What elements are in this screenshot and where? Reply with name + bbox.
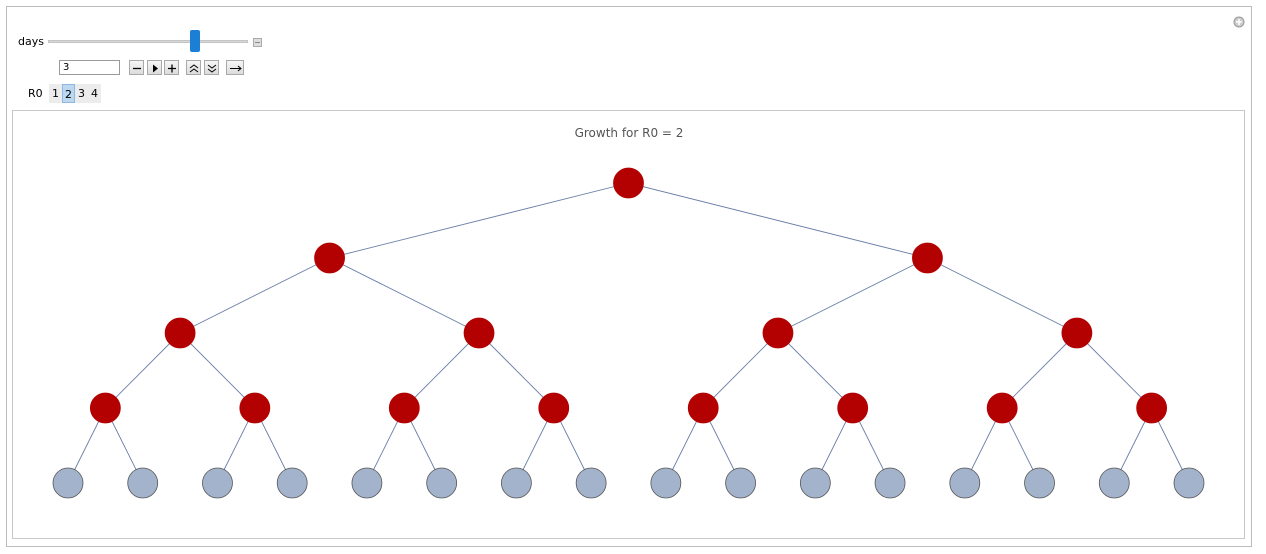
tree-edge xyxy=(628,182,928,259)
options-icon[interactable] xyxy=(1233,16,1245,28)
tree-edge xyxy=(403,332,480,409)
infected-node xyxy=(762,317,794,349)
infected-node xyxy=(687,392,719,424)
decrement-button[interactable] xyxy=(129,60,144,75)
tree-edge xyxy=(179,257,330,334)
slider-thumb[interactable] xyxy=(190,30,200,52)
uninfected-node xyxy=(202,467,233,499)
direction-button[interactable] xyxy=(226,60,244,75)
uninfected-node xyxy=(426,467,458,499)
days-input[interactable]: 3 xyxy=(59,60,120,75)
tree-edge xyxy=(1001,332,1078,409)
uninfected-node xyxy=(351,467,383,499)
uninfected-node xyxy=(52,467,84,499)
infected-node xyxy=(538,392,570,424)
uninfected-node xyxy=(725,467,756,499)
uninfected-node xyxy=(1024,467,1055,499)
uninfected-node xyxy=(874,467,906,499)
r0-option[interactable]: 2 xyxy=(62,84,75,103)
tree-edge xyxy=(777,257,928,334)
infected-node xyxy=(986,392,1018,424)
uninfected-node xyxy=(500,467,532,499)
tree-edge xyxy=(329,257,480,334)
slider-track[interactable] xyxy=(48,40,248,43)
tree-edge xyxy=(1076,332,1152,409)
r0-option[interactable]: 3 xyxy=(78,87,85,100)
infected-node xyxy=(164,317,196,349)
infected-node xyxy=(912,242,943,274)
infected-node xyxy=(1136,392,1168,424)
infected-node xyxy=(613,167,644,199)
faster-button[interactable] xyxy=(186,60,201,75)
plot-title: Growth for R0 = 2 xyxy=(575,126,684,140)
days-label: days xyxy=(18,35,44,48)
infected-node xyxy=(463,317,495,349)
infected-node xyxy=(314,242,345,274)
uninfected-node xyxy=(1098,467,1130,499)
tree-edge xyxy=(179,332,256,409)
r0-option[interactable]: 1 xyxy=(52,87,59,100)
uninfected-node xyxy=(276,467,308,499)
tree-edge xyxy=(478,332,555,409)
manipulate-frame xyxy=(6,6,1252,547)
uninfected-node xyxy=(127,467,159,499)
uninfected-node xyxy=(1173,467,1205,499)
plot-panel: Growth for R0 = 2 xyxy=(12,110,1245,539)
infected-node xyxy=(1061,317,1093,349)
r0-label: R0 xyxy=(28,87,43,100)
infected-node xyxy=(837,392,869,424)
infected-node xyxy=(388,392,420,424)
uninfected-node xyxy=(949,467,981,499)
tree-edge xyxy=(927,257,1078,334)
tree-edge xyxy=(702,332,779,409)
uninfected-node xyxy=(799,467,831,499)
infected-node xyxy=(89,392,121,424)
tree-edge xyxy=(105,332,181,409)
tree-edge xyxy=(777,332,854,409)
tree-edge xyxy=(329,182,629,259)
tree-graph: Growth for R0 = 2 xyxy=(52,126,1205,499)
increment-button[interactable] xyxy=(164,60,179,75)
r0-option[interactable]: 4 xyxy=(91,87,98,100)
uninfected-node xyxy=(575,467,607,499)
uninfected-node xyxy=(650,467,682,499)
play-button[interactable] xyxy=(147,60,162,75)
infected-node xyxy=(239,392,271,424)
slower-button[interactable] xyxy=(204,60,219,75)
slider-toggle[interactable] xyxy=(253,38,262,47)
